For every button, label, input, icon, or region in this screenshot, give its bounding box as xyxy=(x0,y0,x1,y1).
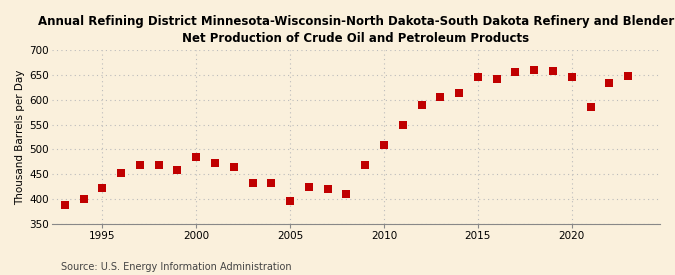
Point xyxy=(547,69,558,73)
Point xyxy=(454,91,464,96)
Point xyxy=(228,165,239,169)
Point xyxy=(172,168,183,172)
Point xyxy=(304,185,315,189)
Point xyxy=(416,103,427,107)
Point xyxy=(472,75,483,79)
Title: Annual Refining District Minnesota-Wisconsin-North Dakota-South Dakota Refinery : Annual Refining District Minnesota-Wisco… xyxy=(38,15,674,45)
Point xyxy=(266,181,277,185)
Point xyxy=(379,142,389,147)
Text: Source: U.S. Energy Information Administration: Source: U.S. Energy Information Administ… xyxy=(61,262,292,272)
Point xyxy=(566,75,577,79)
Point xyxy=(322,187,333,191)
Point xyxy=(247,181,258,185)
Point xyxy=(97,186,108,190)
Point xyxy=(115,171,126,175)
Point xyxy=(529,68,539,72)
Point xyxy=(604,80,615,85)
Point xyxy=(491,76,502,81)
Point xyxy=(153,163,164,167)
Point xyxy=(285,198,296,203)
Point xyxy=(78,197,89,201)
Point xyxy=(622,74,633,78)
Point xyxy=(59,203,70,207)
Y-axis label: Thousand Barrels per Day: Thousand Barrels per Day xyxy=(15,69,25,205)
Point xyxy=(341,192,352,196)
Point xyxy=(398,123,408,127)
Point xyxy=(134,163,145,167)
Point xyxy=(435,95,446,100)
Point xyxy=(360,163,371,167)
Point xyxy=(210,161,221,165)
Point xyxy=(585,105,596,109)
Point xyxy=(191,155,202,159)
Point xyxy=(510,70,521,74)
